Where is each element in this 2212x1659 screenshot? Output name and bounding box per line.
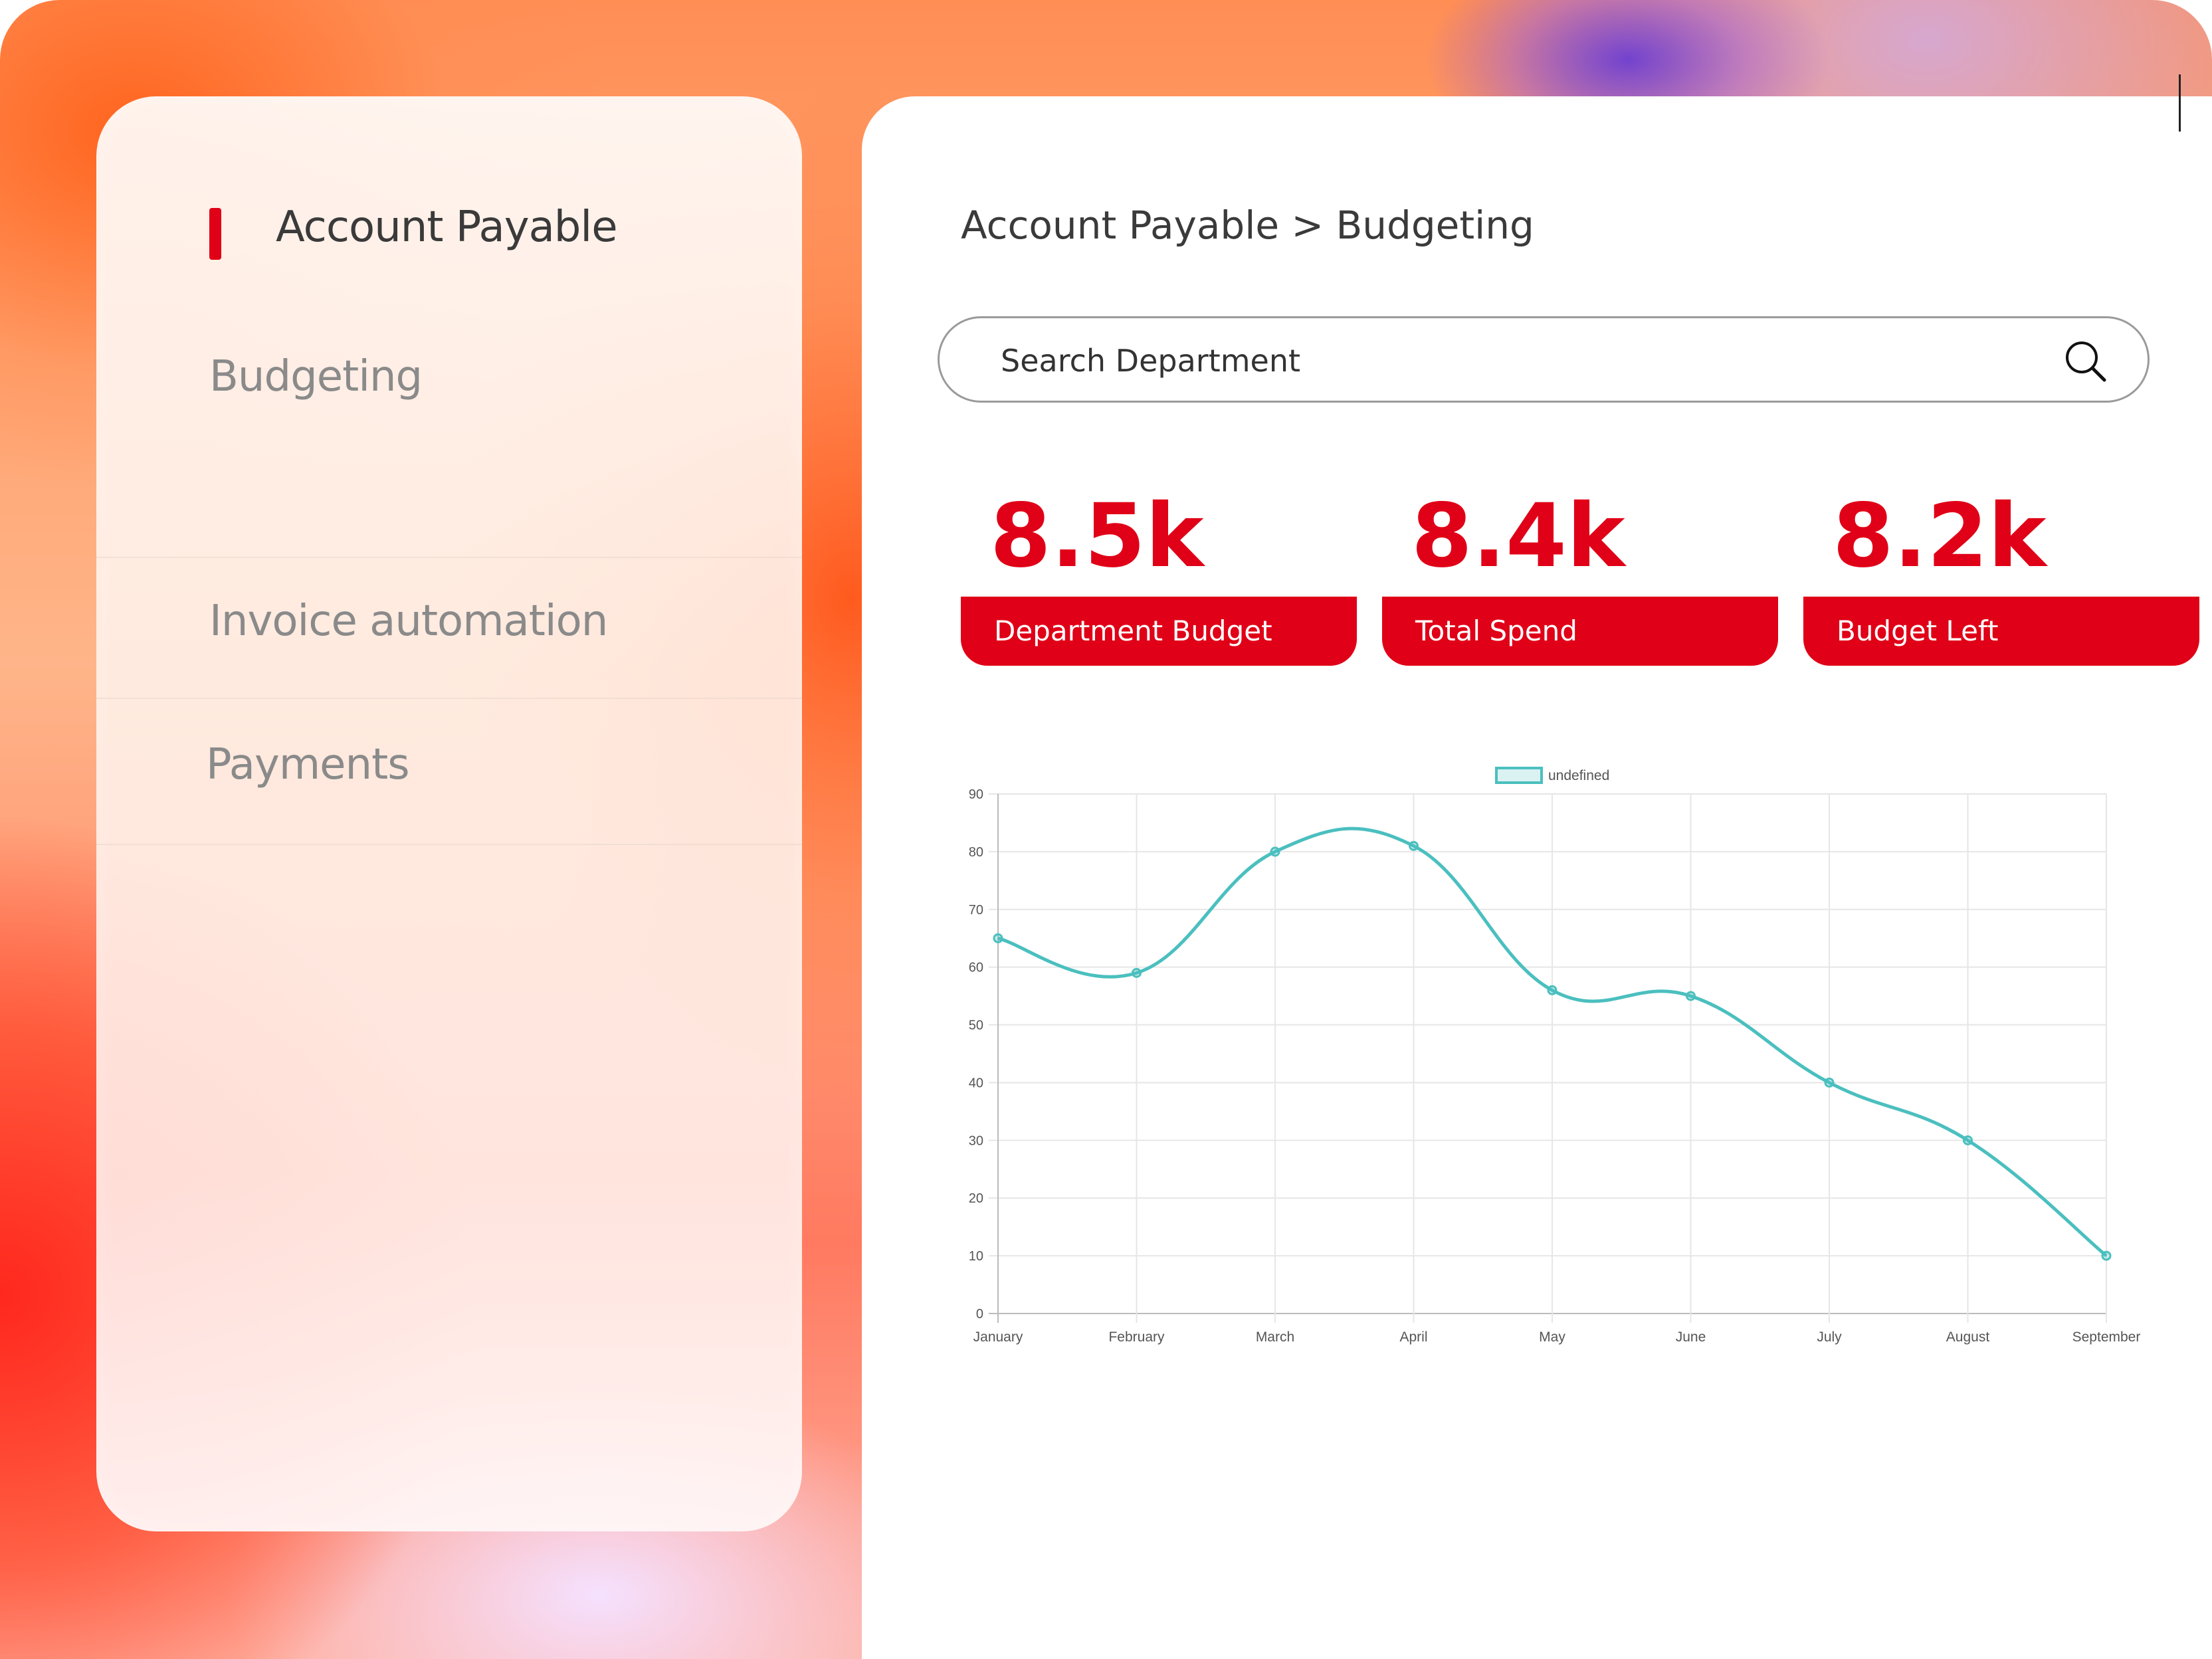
sidebar-item-label: Account Payable: [276, 203, 618, 252]
budget-left-label: Budget Left: [1803, 597, 2199, 666]
sidebar-item-budgeting[interactable]: Budgeting: [96, 292, 802, 558]
y-tick-label: 50: [969, 1019, 983, 1033]
x-tick-label: March: [1256, 1329, 1294, 1345]
y-tick-label: 40: [969, 1076, 983, 1090]
y-tick-label: 10: [969, 1249, 983, 1264]
y-tick-label: 80: [969, 845, 983, 860]
sidebar-item-payments[interactable]: Payments: [96, 699, 802, 845]
y-tick-label: 70: [969, 903, 983, 918]
sidebar: Account Payable Budgeting Invoice automa…: [96, 96, 802, 1531]
x-tick-label: June: [1676, 1329, 1706, 1345]
budget-left-value: 8.2k: [1833, 485, 2047, 587]
series-line: [997, 827, 2108, 1258]
data-point: [1409, 840, 1419, 851]
active-indicator: [209, 208, 221, 260]
data-point: [1686, 991, 1696, 1001]
y-tick-label: 60: [969, 961, 983, 975]
y-tick-label: 30: [969, 1133, 983, 1148]
department-budget-label: Department Budget: [961, 597, 1357, 666]
sidebar-item-label: Payments: [206, 740, 410, 789]
data-point: [1963, 1135, 1973, 1145]
x-tick-label: May: [1539, 1329, 1565, 1345]
x-tick-label: April: [1399, 1329, 1427, 1345]
data-point: [993, 933, 1003, 943]
x-tick-label: August: [1946, 1329, 1990, 1345]
search-input[interactable]: [999, 332, 1999, 390]
legend-swatch: [1495, 767, 1543, 784]
x-tick-label: July: [1817, 1329, 1842, 1345]
budget-line-chart: 0 10 20 30 40 50 60 70 80 90 January February March A…: [969, 767, 2141, 1345]
total-spend-value: 8.4k: [1411, 485, 1625, 587]
legend-label: undefined: [1548, 768, 1609, 783]
department-budget-value: 8.5k: [990, 485, 1204, 587]
y-tick-label: 90: [969, 787, 983, 802]
sidebar-item-invoice-automation[interactable]: Invoice automation: [96, 558, 802, 699]
data-point: [1270, 846, 1280, 857]
y-tick-label: 0: [976, 1307, 983, 1321]
search-bar: [938, 316, 2150, 403]
x-tick-label: February: [1108, 1329, 1165, 1345]
search-icon[interactable]: [2062, 338, 2109, 385]
total-spend-label: Total Spend: [1382, 597, 1778, 666]
breadcrumb: Account Payable > Budgeting: [961, 203, 1534, 248]
data-point: [2101, 1250, 2112, 1261]
data-point: [1132, 967, 1142, 978]
sidebar-item-label: Budgeting: [209, 352, 423, 401]
sidebar-item-label: Invoice automation: [209, 597, 608, 646]
x-tick-label: January: [973, 1329, 1023, 1345]
text-cursor: [2179, 74, 2181, 132]
data-point: [1547, 985, 1558, 995]
y-tick-label: 20: [969, 1191, 983, 1206]
x-tick-label: September: [2072, 1329, 2141, 1345]
sidebar-item-account-payable[interactable]: Account Payable: [96, 96, 802, 292]
data-point: [1824, 1077, 1835, 1088]
